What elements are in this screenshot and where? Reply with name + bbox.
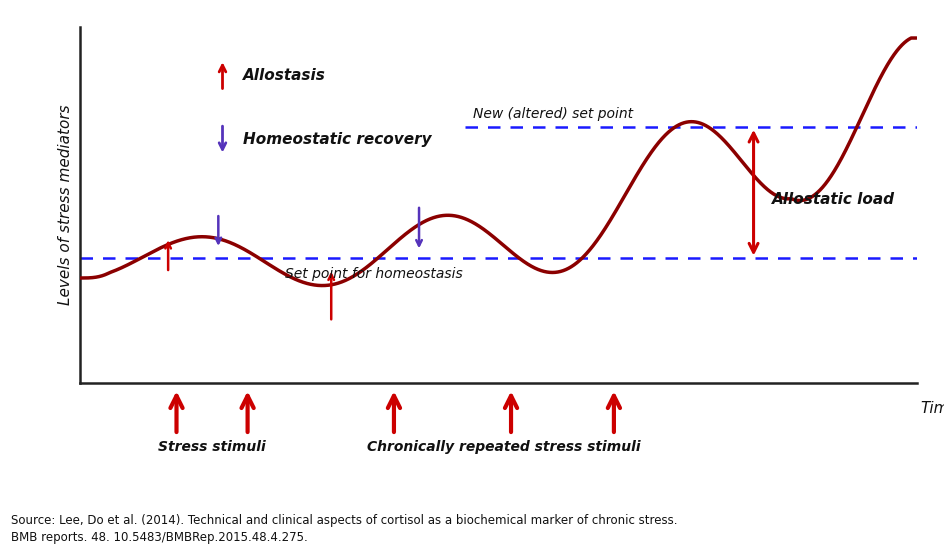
Text: Chronically repeated stress stimuli: Chronically repeated stress stimuli — [366, 440, 640, 455]
Text: Time: Time — [919, 400, 944, 416]
Text: Set point for homeostasis: Set point for homeostasis — [285, 267, 463, 281]
Text: Allostatic load: Allostatic load — [771, 193, 894, 207]
Text: Homeostatic recovery: Homeostatic recovery — [244, 132, 431, 147]
Text: New (altered) set point: New (altered) set point — [473, 107, 632, 121]
Text: Allostasis: Allostasis — [244, 68, 326, 83]
Text: Stress stimuli: Stress stimuli — [158, 440, 265, 455]
Text: Source: Lee, Do et al. (2014). Technical and clinical aspects of cortisol as a b: Source: Lee, Do et al. (2014). Technical… — [11, 514, 677, 544]
Y-axis label: Levels of stress mediators: Levels of stress mediators — [59, 105, 74, 305]
